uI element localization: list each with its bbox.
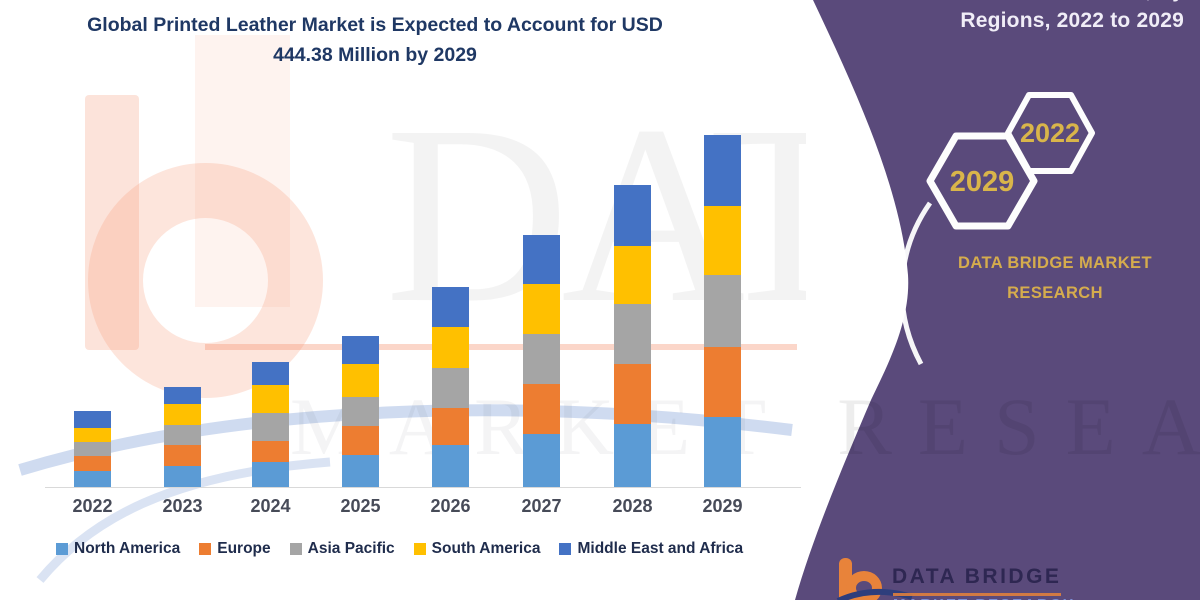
brand-line1: DATA BRIDGE MARKET xyxy=(958,254,1152,272)
bar-segment-2022-europe xyxy=(74,456,111,471)
legend-label: Europe xyxy=(217,540,271,557)
bar-segment-2025-north-america xyxy=(342,454,379,487)
bar-segment-2024-europe xyxy=(252,440,289,462)
watermark-sub-text-on-band: MARKET RESEARCH xyxy=(806,381,1200,472)
bar-segment-2028-south-america xyxy=(614,245,651,304)
footer-logo: DATA BRIDGE MARKET RESEARCH xyxy=(830,555,1110,600)
bar-segment-2028-middle-east-and-africa xyxy=(614,184,651,246)
bar-segment-2027-north-america xyxy=(523,434,560,487)
x-axis-label-2029: 2029 xyxy=(702,496,743,516)
bar-segment-2026-middle-east-and-africa xyxy=(432,286,469,327)
bar-segment-2023-asia-pacific xyxy=(164,424,201,445)
legend-swatch-icon xyxy=(289,543,302,555)
bar-segment-2026-north-america xyxy=(432,445,469,487)
footer-logo-sub-brand: MARKET RESEARCH xyxy=(893,596,1076,600)
bar-segment-2029-south-america xyxy=(704,205,741,275)
bar-segment-2027-south-america xyxy=(523,284,560,335)
bar-segment-2023-south-america xyxy=(164,403,201,425)
legend-item-asia-pacific: Asia Pacific xyxy=(289,540,395,558)
x-axis-line xyxy=(45,487,801,488)
bar-segment-2028-asia-pacific xyxy=(614,303,651,364)
legend-label: North America xyxy=(74,540,181,557)
bar-segment-2028-europe xyxy=(614,363,651,425)
bar-segment-2027-europe xyxy=(523,384,560,434)
bar-segment-2028-north-america xyxy=(614,424,651,487)
bar-segment-2022-asia-pacific xyxy=(74,442,111,457)
x-axis-label-2026: 2026 xyxy=(430,496,471,516)
legend-label: South America xyxy=(431,540,541,557)
bar-segment-2027-middle-east-and-africa xyxy=(523,235,560,285)
x-axis-label-2027: 2027 xyxy=(521,496,562,516)
bar-segment-2029-asia-pacific xyxy=(704,274,741,347)
bar-segment-2023-north-america xyxy=(164,466,201,487)
bar-segment-2025-middle-east-and-africa xyxy=(342,335,379,364)
chart-title: Global Printed Leather Market is Expecte… xyxy=(30,10,720,70)
bar-segment-2025-south-america xyxy=(342,363,379,397)
bar-segment-2029-north-america xyxy=(704,416,741,487)
bar-segment-2025-asia-pacific xyxy=(342,397,379,426)
bar-segment-2026-europe xyxy=(432,408,469,445)
bar-segment-2023-europe xyxy=(164,445,201,466)
bar-segment-2023-middle-east-and-africa xyxy=(164,387,201,404)
legend-item-middle-east-and-africa: Middle East and Africa xyxy=(559,540,743,558)
bar-segment-2025-europe xyxy=(342,426,379,455)
legend-swatch-icon xyxy=(199,543,212,555)
bar-segment-2024-middle-east-and-africa xyxy=(252,361,289,385)
legend-item-south-america: South America xyxy=(413,540,541,558)
bar-segment-2026-asia-pacific xyxy=(432,368,469,409)
bar-segment-2024-north-america xyxy=(252,461,289,487)
band-clipped-top-line: Global Printed Leather Market, By xyxy=(847,0,1184,3)
bar-segment-2026-south-america xyxy=(432,326,469,369)
legend-item-europe: Europe xyxy=(199,540,271,558)
footer-logo-brand: DATA BRIDGE xyxy=(892,565,1062,588)
x-axis-label-2022: 2022 xyxy=(72,496,113,516)
legend-swatch-icon xyxy=(413,543,426,555)
x-axis-label-2024: 2024 xyxy=(250,496,291,516)
legend-item-north-america: North America xyxy=(56,540,180,558)
bar-segment-2027-asia-pacific xyxy=(523,334,560,384)
chart-title-line1: Global Printed Leather Market is Expecte… xyxy=(87,14,663,36)
brand-wordmark: DATA BRIDGE MARKET RESEARCH xyxy=(930,249,1180,308)
chart-title-line2: 444.38 Million by 2029 xyxy=(273,44,477,67)
bar-segment-2029-middle-east-and-africa xyxy=(704,134,741,206)
legend-label: Middle East and Africa xyxy=(577,540,744,557)
brand-line2: RESEARCH xyxy=(1007,283,1103,302)
bar-segment-2022-south-america xyxy=(74,427,111,442)
x-axis-label-2028: 2028 xyxy=(612,496,653,516)
x-axis-label-2023: 2023 xyxy=(162,496,203,516)
bar-segment-2024-south-america xyxy=(252,384,289,413)
legend-swatch-icon xyxy=(559,543,572,555)
bar-segment-2022-north-america xyxy=(74,470,111,487)
band-heading: Regions, 2022 to 2029 xyxy=(960,9,1184,32)
bar-segment-2022-middle-east-and-africa xyxy=(74,410,111,428)
bar-segment-2029-europe xyxy=(704,346,741,417)
chart-legend: North America Europe Asia Pacific South Ame… xyxy=(56,540,743,558)
bar-segment-2024-asia-pacific xyxy=(252,412,289,441)
x-axis-label-2025: 2025 xyxy=(340,496,381,516)
legend-swatch-icon xyxy=(56,543,68,555)
legend-label: Asia Pacific xyxy=(307,540,395,557)
